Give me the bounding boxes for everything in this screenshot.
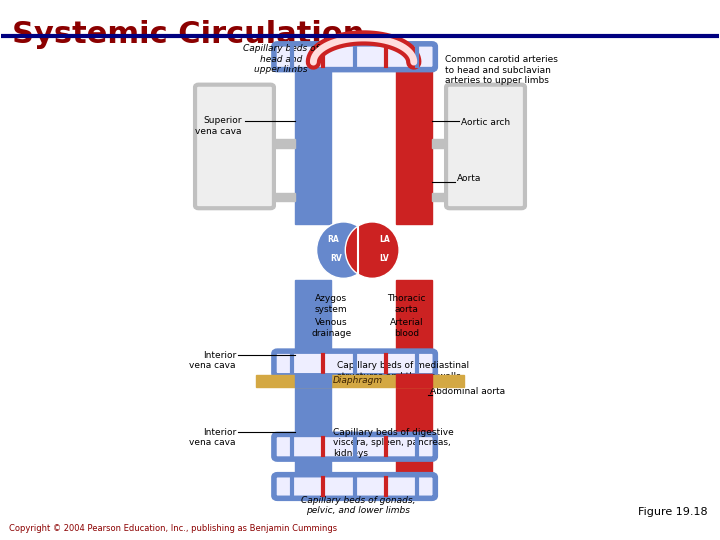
Ellipse shape: [346, 222, 399, 278]
Text: Aortic arch: Aortic arch: [461, 118, 510, 127]
Text: Capillary beds of
head and
upper limbs: Capillary beds of head and upper limbs: [243, 44, 319, 74]
Text: Common carotid arteries
to head and subclavian
arteries to upper limbs: Common carotid arteries to head and subc…: [445, 55, 557, 85]
Bar: [256, 375, 464, 387]
Text: Venous
drainage: Venous drainage: [311, 319, 351, 338]
Text: Thoracic
aorta: Thoracic aorta: [387, 294, 426, 314]
Text: RV: RV: [330, 254, 342, 263]
Bar: [295, 374, 331, 387]
Text: Copyright © 2004 Pearson Education, Inc., publishing as Benjamin Cummings: Copyright © 2004 Pearson Education, Inc.…: [9, 524, 337, 533]
Ellipse shape: [317, 222, 370, 278]
Bar: [270, 139, 295, 147]
Text: Superior
vena cava: Superior vena cava: [195, 116, 242, 136]
Bar: [295, 67, 331, 224]
Text: Arterial
blood: Arterial blood: [390, 319, 423, 338]
Text: LV: LV: [379, 254, 389, 263]
Text: Interior
vena cava: Interior vena cava: [189, 350, 236, 370]
Text: Azygos
system: Azygos system: [315, 294, 348, 314]
Bar: [295, 387, 331, 437]
FancyBboxPatch shape: [274, 434, 436, 459]
Bar: [396, 374, 432, 387]
Bar: [396, 67, 432, 224]
Text: RA: RA: [328, 234, 339, 244]
Bar: [432, 139, 450, 147]
Bar: [396, 373, 432, 375]
Text: LA: LA: [379, 234, 390, 244]
Bar: [396, 387, 432, 437]
FancyBboxPatch shape: [274, 351, 436, 376]
FancyBboxPatch shape: [195, 85, 274, 208]
Bar: [432, 193, 450, 201]
FancyBboxPatch shape: [274, 475, 436, 498]
Bar: [396, 456, 432, 477]
Text: Aorta: Aorta: [456, 174, 481, 183]
FancyBboxPatch shape: [274, 44, 436, 70]
Text: Capillary beds of mediastinal
structures and thorax walls: Capillary beds of mediastinal structures…: [337, 361, 469, 381]
Bar: [270, 193, 295, 201]
Text: Abdominal aorta: Abdominal aorta: [431, 387, 505, 396]
Text: Capillary beds of digestive
viscera, spleen, pancreas,
kidneys: Capillary beds of digestive viscera, spl…: [333, 428, 454, 458]
Bar: [396, 280, 432, 354]
Text: Figure 19.18: Figure 19.18: [638, 507, 708, 517]
Text: Interior
vena cava: Interior vena cava: [189, 428, 236, 447]
Text: Capillary beds of gonads,
pelvic, and lower limbs: Capillary beds of gonads, pelvic, and lo…: [300, 496, 415, 515]
Text: Diaphragm: Diaphragm: [333, 376, 383, 386]
FancyBboxPatch shape: [446, 85, 525, 208]
Bar: [295, 456, 331, 477]
Bar: [295, 373, 331, 375]
Bar: [295, 280, 331, 354]
Text: Systemic Circulation: Systemic Circulation: [12, 20, 364, 49]
